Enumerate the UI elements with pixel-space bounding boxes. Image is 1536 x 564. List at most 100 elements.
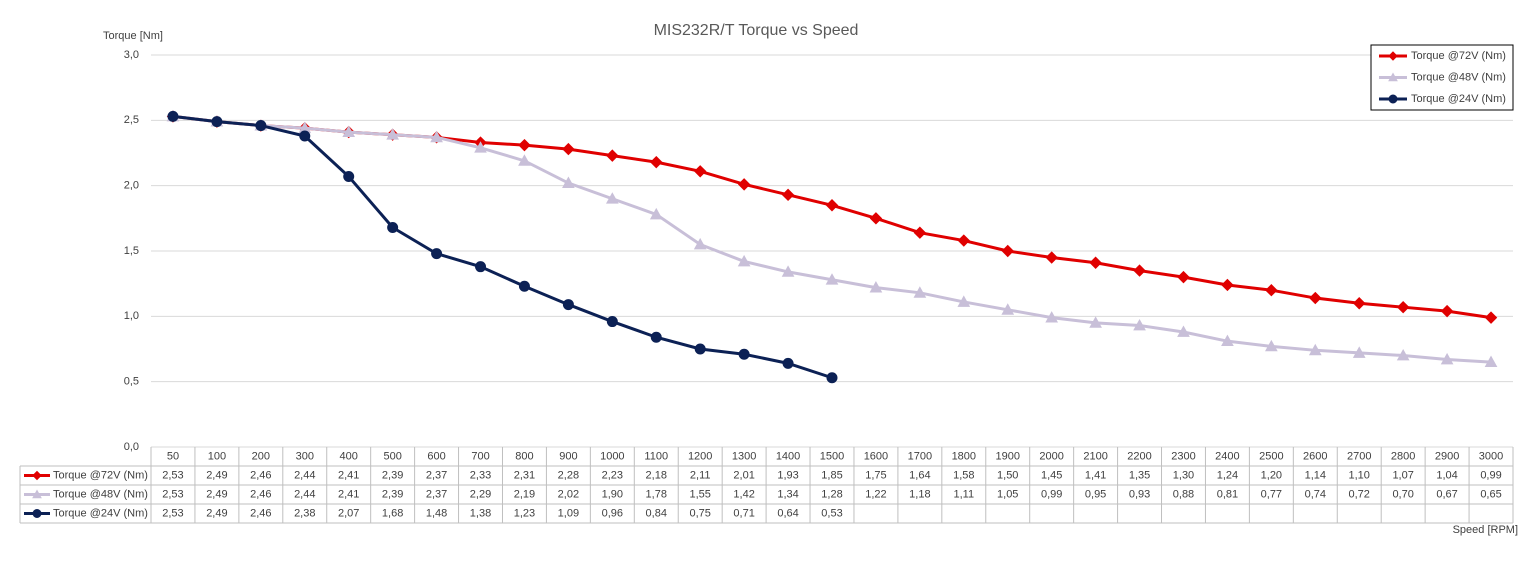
marker	[1001, 303, 1015, 315]
data-label: 2,38	[294, 507, 315, 519]
marker	[32, 509, 42, 518]
data-label: 1,75	[865, 469, 886, 481]
data-label: 0,88	[1173, 488, 1194, 500]
data-label: 0,65	[1480, 488, 1501, 500]
x-tick-label: 1600	[864, 450, 888, 462]
marker	[1440, 304, 1454, 318]
marker	[606, 149, 619, 162]
marker	[431, 248, 443, 260]
data-label: 2,46	[250, 488, 271, 500]
marker	[1045, 311, 1059, 323]
data-label: 1,90	[602, 488, 623, 500]
y-tick-label: 0,0	[124, 441, 139, 453]
marker	[562, 176, 575, 188]
y-tick-label: 2,5	[124, 114, 139, 126]
marker	[737, 178, 751, 191]
x-tick-label: 1700	[908, 450, 932, 462]
data-label: 2,39	[382, 488, 403, 500]
data-label: 1,64	[909, 469, 930, 481]
data-label: 2,49	[206, 507, 227, 519]
data-label: 1,48	[426, 507, 447, 519]
chart-title: MIS232R/T Torque vs Speed	[654, 22, 859, 39]
x-tick-label: 500	[383, 450, 401, 462]
data-label: 0,70	[1392, 488, 1413, 500]
data-label: 1,10	[1349, 469, 1370, 481]
y-tick-label: 1,0	[124, 310, 139, 322]
marker	[694, 343, 706, 355]
data-label: 1,04	[1436, 469, 1457, 481]
data-label: 0,75	[689, 507, 710, 519]
marker	[299, 130, 311, 142]
data-label: 1,05	[997, 488, 1018, 500]
data-label: 0,81	[1217, 488, 1238, 500]
data-label: 0,71	[733, 507, 754, 519]
series-line	[172, 114, 833, 380]
data-label: 2,19	[514, 488, 535, 500]
data-label: 0,95	[1085, 488, 1106, 500]
marker	[1309, 291, 1322, 305]
x-tick-label: 1300	[732, 450, 756, 462]
marker	[562, 142, 575, 156]
x-tick-label: 2900	[1435, 450, 1459, 462]
table-series-name: Torque @72V (Nm)	[53, 469, 148, 481]
marker	[781, 265, 795, 277]
x-tick-label: 400	[340, 450, 358, 462]
data-label: 1,34	[777, 488, 798, 500]
data-label: 0,72	[1349, 488, 1370, 500]
marker	[957, 234, 971, 247]
x-tick-label: 1400	[776, 450, 800, 462]
marker	[167, 110, 179, 122]
data-label: 0,84	[646, 507, 667, 519]
marker	[1484, 311, 1498, 324]
marker	[782, 357, 794, 369]
x-tick-label: 2600	[1303, 450, 1327, 462]
marker	[606, 316, 618, 328]
data-label: 1,07	[1392, 469, 1413, 481]
marker	[738, 348, 750, 360]
data-label: 2,11	[690, 469, 711, 481]
data-label: 2,44	[294, 488, 315, 500]
x-tick-label: 50	[167, 450, 179, 462]
x-tick-label: 200	[252, 450, 270, 462]
data-label: 1,50	[997, 469, 1018, 481]
legend-label: Torque @48V (Nm)	[1411, 71, 1506, 83]
marker	[1045, 251, 1058, 264]
marker	[1089, 316, 1102, 328]
legend-label: Torque @72V (Nm)	[1411, 50, 1506, 62]
marker	[913, 226, 927, 239]
data-label: 2,07	[338, 507, 359, 519]
x-tick-label: 600	[427, 450, 445, 462]
data-label: 1,18	[909, 488, 930, 500]
data-label: 2,44	[294, 469, 315, 481]
data-label: 1,78	[646, 488, 667, 500]
marker	[693, 237, 707, 250]
marker	[255, 120, 267, 132]
marker	[913, 286, 927, 298]
data-label: 1,41	[1085, 469, 1106, 481]
marker	[1265, 339, 1278, 352]
marker	[1396, 300, 1410, 314]
data-label: 1,11	[954, 488, 975, 500]
marker	[1001, 244, 1014, 258]
marker	[518, 154, 531, 166]
data-label: 1,30	[1173, 469, 1194, 481]
x-axis-label: Speed [RPM]	[1453, 524, 1518, 536]
marker	[518, 138, 531, 152]
x-tick-label: 2300	[1171, 450, 1195, 462]
data-label: 2,49	[206, 469, 227, 481]
y-axis-label: Torque [Nm]	[103, 30, 163, 42]
data-label: 2,53	[162, 469, 183, 481]
marker	[1353, 297, 1366, 310]
data-label: 2,01	[733, 469, 754, 481]
data-label: 1,45	[1041, 469, 1062, 481]
marker	[387, 221, 399, 233]
marker	[343, 171, 355, 183]
marker	[562, 299, 574, 311]
marker	[1177, 325, 1190, 337]
data-label: 0,74	[1305, 488, 1326, 500]
data-label: 1,09	[558, 507, 579, 519]
marker	[869, 281, 883, 293]
data-label: 1,22	[865, 488, 886, 500]
marker	[825, 273, 839, 285]
